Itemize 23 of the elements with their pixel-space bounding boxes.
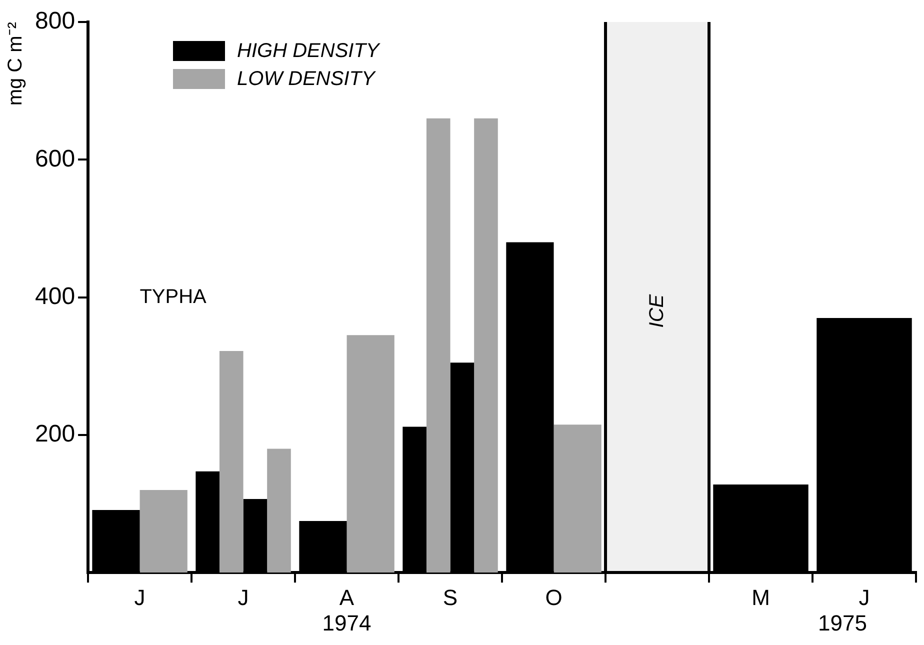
bar bbox=[140, 490, 188, 573]
y-tick-label: 200 bbox=[34, 420, 76, 448]
x-tick-label: J bbox=[858, 584, 870, 610]
y-tick-label: 800 bbox=[34, 8, 76, 35]
annotation: TYPHA bbox=[140, 286, 208, 308]
bar bbox=[474, 118, 498, 573]
x-tick-label: S bbox=[442, 584, 458, 610]
x-tick-label: A bbox=[339, 584, 354, 610]
bar bbox=[554, 424, 602, 573]
x-tick-label: M bbox=[752, 584, 770, 610]
y-axis-title: mg C m⁻² bbox=[4, 22, 27, 106]
y-tick-label: 400 bbox=[34, 282, 76, 310]
x-tick-label: J bbox=[238, 584, 249, 610]
legend-label: HIGH DENSITY bbox=[237, 40, 380, 62]
text: 1974 bbox=[322, 610, 372, 636]
bar bbox=[346, 335, 394, 573]
legend-label: LOW DENSITY bbox=[237, 68, 375, 90]
text: 1975 bbox=[818, 610, 867, 636]
y-tick-label: 600 bbox=[34, 145, 76, 172]
bar bbox=[267, 448, 291, 573]
band-label: ICE bbox=[646, 294, 668, 328]
x-tick-label: O bbox=[545, 584, 562, 610]
x-tick-label: J bbox=[134, 584, 146, 610]
